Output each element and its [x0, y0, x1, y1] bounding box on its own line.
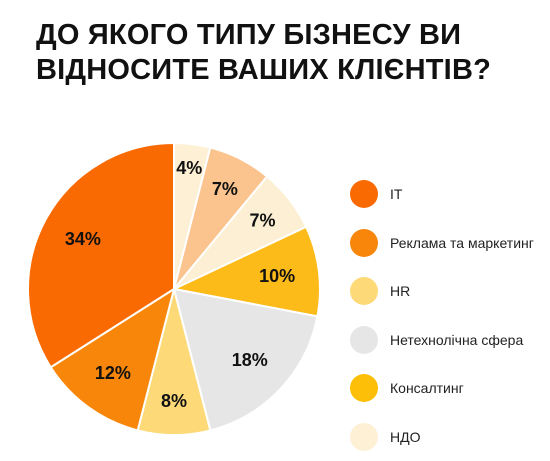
legend: IT Реклама та маркетинг HR Нетехнолічна …	[350, 170, 550, 461]
pie-data-label: 4%	[176, 158, 202, 178]
pie-data-label: 18%	[232, 350, 268, 370]
legend-swatch	[350, 374, 378, 402]
legend-label: НДО	[390, 429, 420, 445]
legend-label: Консалтинг	[390, 380, 464, 396]
legend-item-ngo: НДО	[350, 413, 550, 461]
legend-swatch	[350, 326, 378, 354]
legend-label: Нетехнолічна сфера	[390, 332, 523, 348]
legend-item-non-tech: Нетехнолічна сфера	[350, 316, 550, 365]
pie-data-label: 8%	[161, 391, 187, 411]
legend-label: IT	[390, 186, 402, 202]
legend-item-hr: HR	[350, 267, 550, 316]
legend-label: Реклама та маркетинг	[390, 235, 534, 251]
legend-label: HR	[390, 283, 410, 299]
pie-data-label: 12%	[95, 363, 131, 383]
legend-swatch	[350, 277, 378, 305]
legend-item-consulting: Консалтинг	[350, 364, 550, 413]
pie-data-label: 10%	[259, 266, 295, 286]
pie-data-label: 34%	[65, 229, 101, 249]
legend-item-it: IT	[350, 170, 550, 219]
legend-swatch	[350, 229, 378, 257]
legend-item-advertising-marketing: Реклама та маркетинг	[350, 219, 550, 268]
pie-data-label: 7%	[212, 179, 238, 199]
legend-swatch	[350, 180, 378, 208]
pie-data-label: 7%	[249, 210, 275, 230]
legend-swatch	[350, 423, 378, 451]
